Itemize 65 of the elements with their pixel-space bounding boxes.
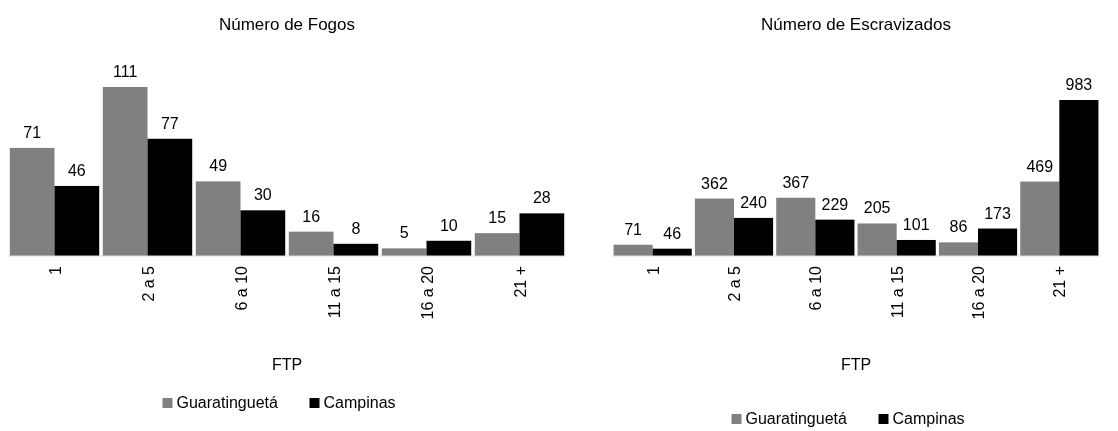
data-label: 49 [209, 157, 228, 175]
data-label: 362 [701, 174, 728, 192]
bar [9, 147, 55, 256]
x-tick-label: 21 + [511, 266, 529, 298]
bar [240, 210, 286, 256]
data-label: 71 [23, 123, 42, 141]
bar [519, 213, 565, 256]
data-label: 28 [532, 189, 551, 207]
chart-title: Número de Escravizados [761, 15, 951, 34]
data-label: 86 [949, 218, 968, 236]
data-label: 5 [399, 224, 409, 242]
x-axis-title: FTP [271, 356, 303, 373]
bar [896, 239, 936, 256]
data-label: 71 [624, 220, 643, 238]
x-tick-label: 11 a 15 [888, 265, 906, 319]
data-label: 46 [67, 161, 86, 179]
bar [1020, 181, 1060, 256]
x-tick-label: 11 a 15 [325, 265, 343, 319]
bar [776, 197, 816, 256]
bar [54, 185, 100, 256]
data-label: 173 [984, 204, 1011, 222]
x-tick-label: 21 + [1051, 266, 1069, 298]
chart-title: Número de Fogos [218, 15, 356, 34]
legend-label: Campinas [892, 410, 965, 427]
data-label: 101 [902, 215, 930, 233]
data-label: 77 [160, 114, 179, 132]
x-tick-label: 1 [644, 265, 662, 275]
bar [381, 248, 427, 256]
data-label: 8 [351, 219, 361, 237]
bar [815, 219, 855, 256]
bar [102, 87, 148, 256]
data-label: 205 [863, 199, 891, 217]
bar [938, 242, 978, 256]
x-tick-label: 1 [46, 265, 64, 275]
data-label: 469 [1026, 157, 1054, 175]
legend-label: Guaratinguetá [176, 394, 279, 411]
data-label: 111 [112, 63, 138, 80]
bar [734, 217, 774, 256]
bar [978, 228, 1018, 256]
bar [426, 240, 472, 256]
bar [195, 181, 241, 256]
x-tick-label: 2 a 5 [139, 265, 157, 302]
data-label: 240 [740, 193, 767, 211]
bar [147, 138, 193, 256]
x-tick-label: 6 a 10 [807, 265, 825, 311]
data-label: 46 [663, 224, 682, 242]
data-label: 229 [821, 195, 849, 213]
x-axis-title: FTP [840, 356, 872, 373]
bar [694, 198, 734, 256]
bar [474, 233, 520, 256]
bar [857, 223, 897, 256]
x-tick-label: 2 a 5 [726, 265, 743, 302]
data-label: 15 [488, 209, 507, 227]
data-label: 30 [253, 186, 272, 204]
legend-label: Campinas [323, 394, 396, 411]
data-label: 16 [302, 207, 321, 225]
legend-label: Guaratinguetá [745, 410, 848, 427]
x-tick-label: 6 a 10 [232, 265, 250, 311]
bar [1059, 100, 1099, 256]
data-label: 983 [1065, 76, 1093, 93]
data-label: 367 [782, 173, 810, 191]
x-tick-label: 16 a 20 [418, 265, 436, 320]
data-label: 10 [439, 216, 458, 234]
bar [288, 231, 334, 256]
x-tick-label: 16 a 20 [970, 265, 987, 320]
